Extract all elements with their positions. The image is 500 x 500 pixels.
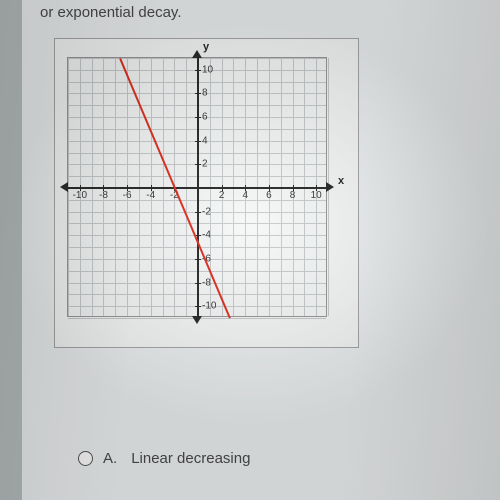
y-tick: 6 [202,112,208,123]
axis-arrow-left [60,182,68,192]
option-letter: A. [103,450,117,467]
x-tick: 2 [219,190,225,201]
axis-arrow-down [192,316,202,324]
y-tick: -4 [202,230,211,241]
page-background: or exponential decay. -10 -8 -6 -4 -2 2 4 6 8 10 -… [22,0,500,500]
y-tick: -10 [202,301,216,312]
chart-grid: -10-8-6-4-2246810-10-8-6-4-2246810 [67,57,327,317]
x-tick: 6 [266,190,272,201]
x-tick: -10 [73,190,87,201]
question-text-fragment: or exponential decay. [40,4,181,21]
radio-icon[interactable] [78,451,93,466]
x-axis-label: x [338,175,344,187]
x-tick: -6 [123,190,132,201]
x-tick: -8 [99,190,108,201]
option-a[interactable]: A. Linear decreasing [78,450,250,467]
axis-arrow-up [192,50,202,58]
y-tick: -2 [202,206,211,217]
y-axis-label: y [203,41,209,53]
chart-container: -10-8-6-4-2246810-10-8-6-4-2246810 y x [54,38,359,348]
x-tick: -4 [146,190,155,201]
y-tick: 10 [202,64,213,75]
y-tick: -8 [202,277,211,288]
x-tick: 10 [311,190,322,201]
axis-arrow-right [326,182,334,192]
x-tick: 8 [290,190,296,201]
x-tick: 4 [242,190,248,201]
y-tick: 4 [202,135,208,146]
y-tick: 8 [202,88,208,99]
option-text: Linear decreasing [131,450,250,467]
y-tick: 2 [202,159,208,170]
